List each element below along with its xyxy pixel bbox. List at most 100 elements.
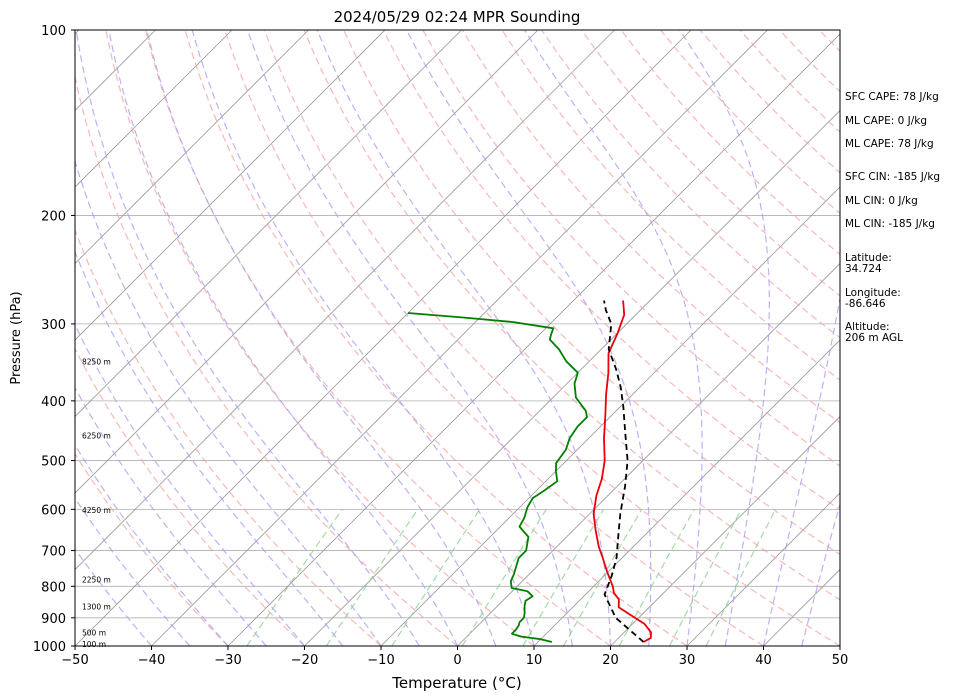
height-label: 6250 m (82, 431, 111, 440)
isotherm-line (75, 30, 692, 646)
y-tick-label: 900 (41, 612, 66, 627)
height-label: 1300 m (82, 602, 111, 611)
isotherm-line (686, 492, 840, 646)
plot-frame (74, 29, 841, 647)
dry-adiabat (75, 347, 305, 646)
mixing-ratio-line (562, 508, 643, 646)
isotherm-line (0, 30, 3, 646)
moist-adiabat (523, 30, 703, 646)
series-line-2 (407, 312, 588, 643)
side-label: SFC CAPE: 78 J/kg (845, 91, 939, 103)
moist-adiabat (75, 443, 229, 646)
dry-adiabat (343, 30, 840, 556)
dry-adiabat (461, 30, 840, 424)
dry-adiabat (75, 74, 458, 646)
dry-adiabat (144, 30, 611, 646)
isotherm-line (533, 339, 840, 646)
mixing-ratio-line (522, 508, 605, 646)
height-label: 4250 m (82, 506, 111, 515)
moist-adiabat (75, 323, 305, 646)
moist-adiabat (191, 30, 535, 646)
isotherm-line (610, 415, 840, 646)
y-tick-label: 800 (41, 580, 66, 595)
isotherm-line (75, 30, 233, 188)
moist-adiabat (146, 30, 497, 646)
x-tick-label: −30 (214, 653, 241, 668)
moist-adiabat (75, 30, 420, 646)
y-tick-label: 500 (41, 455, 66, 470)
side-label: ML CIN: -185 J/kg (845, 218, 935, 230)
y-tick-label: 1000 (33, 640, 66, 655)
moist-adiabat (679, 30, 771, 646)
isotherm-line (457, 262, 840, 646)
isotherm-line (75, 30, 309, 265)
dry-adiabat (224, 30, 764, 646)
mixing-ratio-line (618, 509, 695, 646)
moist-adiabat (75, 547, 152, 646)
dry-adiabat (75, 228, 382, 646)
x-tick-label: 10 (526, 653, 543, 668)
dry-adiabat (263, 30, 840, 646)
side-label: ML CAPE: 0 J/kg (845, 115, 928, 127)
y-tick-label: 300 (41, 318, 66, 333)
mixing-ratio-line (325, 508, 419, 646)
x-tick-label: −40 (138, 653, 165, 668)
moist-adiabat (316, 30, 612, 646)
isotherm-line (227, 33, 840, 646)
x-tick-label: 0 (453, 653, 461, 668)
x-tick-label: 50 (832, 653, 849, 668)
x-tick-label: 20 (602, 653, 619, 668)
side-label: ML CIN: 0 J/kg (845, 195, 918, 207)
mixing-ratio-line (668, 509, 742, 646)
x-tick-label: 40 (755, 653, 772, 668)
x-tick-label: −10 (367, 653, 394, 668)
dry-adiabat (501, 30, 840, 381)
dry-adiabat (541, 30, 840, 339)
isotherm-line (75, 30, 386, 341)
dry-adiabat (75, 452, 229, 646)
side-label: Altitude: 206 m AGL (845, 321, 903, 344)
moist-adiabat (246, 30, 573, 646)
moist-adiabat (75, 159, 382, 646)
moist-adiabat (75, 386, 267, 646)
side-label: SFC CIN: -185 J/kg (845, 171, 941, 183)
side-label: ML CAPE: 78 J/kg (845, 138, 934, 150)
height-label: 8250 m (82, 357, 111, 366)
series-line-1 (603, 300, 645, 643)
side-label: Latitude: 34.724 (845, 252, 892, 275)
chart-title: 2024/05/29 02:24 MPR Sounding (334, 8, 581, 26)
dry-adiabat (303, 30, 840, 601)
mixing-ratio-line (246, 508, 343, 646)
dry-adiabat (580, 30, 840, 297)
isotherm-line (75, 30, 462, 418)
isotherm-line (75, 30, 539, 494)
y-tick-label: 700 (41, 545, 66, 560)
side-label: Longitude: -86.646 (845, 287, 901, 310)
dry-adiabat (184, 30, 688, 646)
height-label: 100 m (82, 640, 106, 649)
x-tick-label: −50 (61, 653, 88, 668)
moist-adiabat (75, 250, 344, 646)
dry-adiabat (422, 30, 840, 467)
height-label: 500 m (82, 628, 106, 637)
y-tick-label: 400 (41, 395, 66, 410)
dry-adiabat (382, 30, 840, 511)
y-tick-label: 600 (41, 503, 66, 518)
y-tick-label: 100 (41, 24, 66, 39)
isotherm-line (151, 30, 768, 646)
moist-adiabat (405, 30, 652, 646)
x-tick-label: 30 (679, 653, 696, 668)
y-axis-label: Pressure (hPa) (9, 291, 24, 384)
moist-adiabat (108, 30, 459, 646)
isotherm-line (304, 109, 840, 646)
x-axis-label: Temperature (°C) (391, 674, 521, 692)
moist-adiabat (801, 502, 840, 646)
mixing-ratio-line (391, 508, 481, 646)
x-tick-label: −20 (291, 653, 318, 668)
height-label: 2250 m (82, 576, 111, 585)
series-line-0 (592, 300, 652, 643)
moist-adiabat (75, 497, 191, 646)
moist-adiabat (762, 295, 840, 646)
mixing-ratio-line (461, 508, 547, 646)
